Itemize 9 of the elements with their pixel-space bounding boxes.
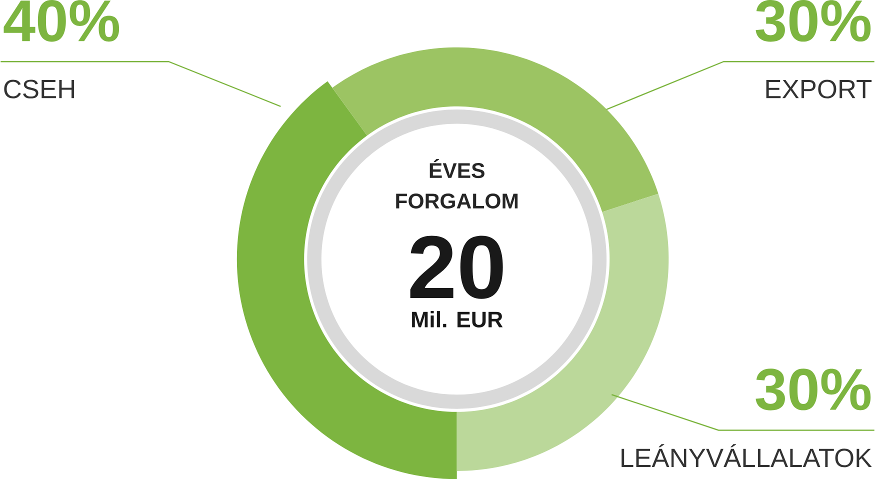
slice-label: CSEH [4, 80, 74, 98]
data-label: 30% [756, 0, 871, 42]
text: Mil. EUR [412, 310, 503, 328]
data-label: 40% [4, 0, 120, 42]
data-label: 30% [756, 368, 871, 410]
text: ÉVES FORGALOM [396, 158, 518, 209]
slice-label: LEÁNYVÁLLALATOK [622, 444, 872, 468]
slice-label: EXPORT [766, 80, 872, 98]
text: 20 [410, 236, 503, 299]
